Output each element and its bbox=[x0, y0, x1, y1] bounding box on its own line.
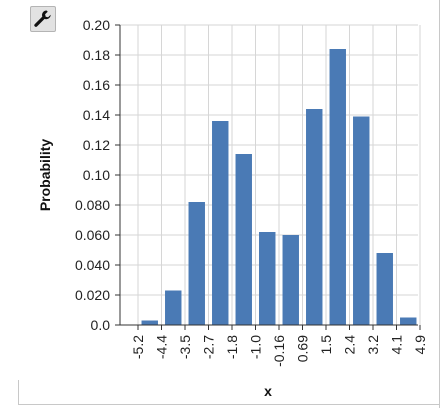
y-tick-label: 0.080 bbox=[75, 197, 110, 213]
bar bbox=[353, 116, 370, 325]
y-tick-label: 0.040 bbox=[75, 257, 110, 273]
x-tick-label: -5.2 bbox=[130, 335, 146, 359]
y-tick-label: 0.10 bbox=[83, 167, 110, 183]
bar bbox=[141, 320, 158, 325]
bar bbox=[235, 154, 252, 325]
settings-button[interactable] bbox=[30, 6, 56, 32]
y-tick-label: 0.18 bbox=[83, 47, 110, 63]
bar bbox=[165, 290, 182, 325]
bar bbox=[400, 317, 417, 325]
panel-border-left bbox=[18, 380, 19, 405]
bar bbox=[329, 49, 346, 325]
x-tick-label: 1.5 bbox=[318, 335, 334, 355]
panel-border-right bbox=[439, 0, 440, 408]
bar bbox=[259, 232, 276, 325]
y-tick-label: 0.020 bbox=[75, 287, 110, 303]
x-tick-label: -2.7 bbox=[201, 335, 217, 359]
x-axis-title: x bbox=[264, 383, 272, 399]
y-tick-label: 0.20 bbox=[83, 17, 110, 33]
y-axis-title: Probability bbox=[37, 139, 53, 212]
panel-border-bottom bbox=[18, 404, 440, 405]
bar bbox=[306, 109, 323, 325]
y-tick-label: 0.060 bbox=[75, 227, 110, 243]
x-tick-label: -3.5 bbox=[177, 335, 193, 359]
x-tick-label: 3.2 bbox=[365, 335, 381, 355]
bar bbox=[282, 235, 299, 325]
x-tick-label: 0.69 bbox=[295, 335, 311, 362]
x-tick-label: 4.9 bbox=[412, 335, 428, 355]
bar bbox=[188, 202, 205, 325]
x-tick-label: 2.4 bbox=[342, 335, 358, 355]
x-tick-label: -4.4 bbox=[154, 335, 170, 359]
x-tick-label: 4.1 bbox=[389, 335, 405, 355]
y-tick-label: 0.16 bbox=[83, 77, 110, 93]
wrench-icon bbox=[34, 10, 51, 27]
y-tick-label: 0.0 bbox=[91, 317, 111, 333]
x-tick-label: -1.8 bbox=[224, 335, 240, 359]
x-tick-label: -1.0 bbox=[248, 335, 264, 359]
bar bbox=[212, 121, 229, 325]
y-tick-label: 0.14 bbox=[83, 107, 110, 123]
bar bbox=[376, 253, 393, 325]
x-tick-label: -0.16 bbox=[271, 335, 287, 367]
y-tick-label: 0.12 bbox=[83, 137, 110, 153]
